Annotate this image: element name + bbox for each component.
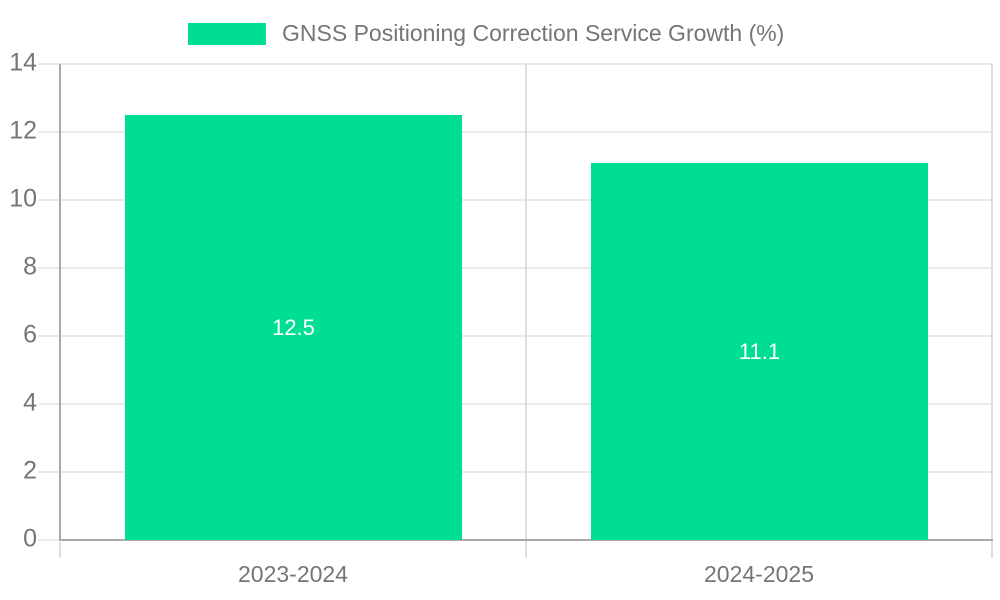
bar[interactable]: 11.1 [591, 163, 928, 540]
x-tick-label: 2023-2024 [238, 561, 348, 587]
y-tick-label: 8 [23, 252, 37, 281]
bar-value-label: 12.5 [272, 314, 315, 340]
category-separator [991, 64, 993, 558]
y-tick-label: 12 [9, 116, 37, 145]
gridline [38, 335, 992, 337]
gridline [38, 131, 992, 133]
y-axis-line [59, 64, 61, 540]
y-tick-label: 4 [23, 388, 37, 417]
category-separator [525, 64, 527, 558]
x-axis-line [59, 539, 993, 541]
bar-value-label: 11.1 [738, 338, 781, 364]
gridline [38, 471, 992, 473]
gridline [38, 63, 992, 65]
gridline [38, 267, 992, 269]
legend-label: GNSS Positioning Correction Service Grow… [282, 20, 785, 46]
x-tick-label: 2024-2025 [704, 561, 814, 587]
y-tick-label: 2 [23, 456, 37, 485]
y-tick-label: 14 [9, 48, 37, 77]
legend[interactable]: GNSS Positioning Correction Service Grow… [188, 20, 784, 47]
legend-swatch-icon [188, 22, 266, 45]
y-tick-label: 10 [9, 184, 37, 213]
x-axis-tick [59, 542, 61, 558]
y-tick-label: 0 [23, 524, 37, 553]
gridline [38, 199, 992, 201]
gridline [38, 403, 992, 405]
bar[interactable]: 12.5 [125, 115, 462, 540]
y-tick-label: 6 [23, 320, 37, 349]
